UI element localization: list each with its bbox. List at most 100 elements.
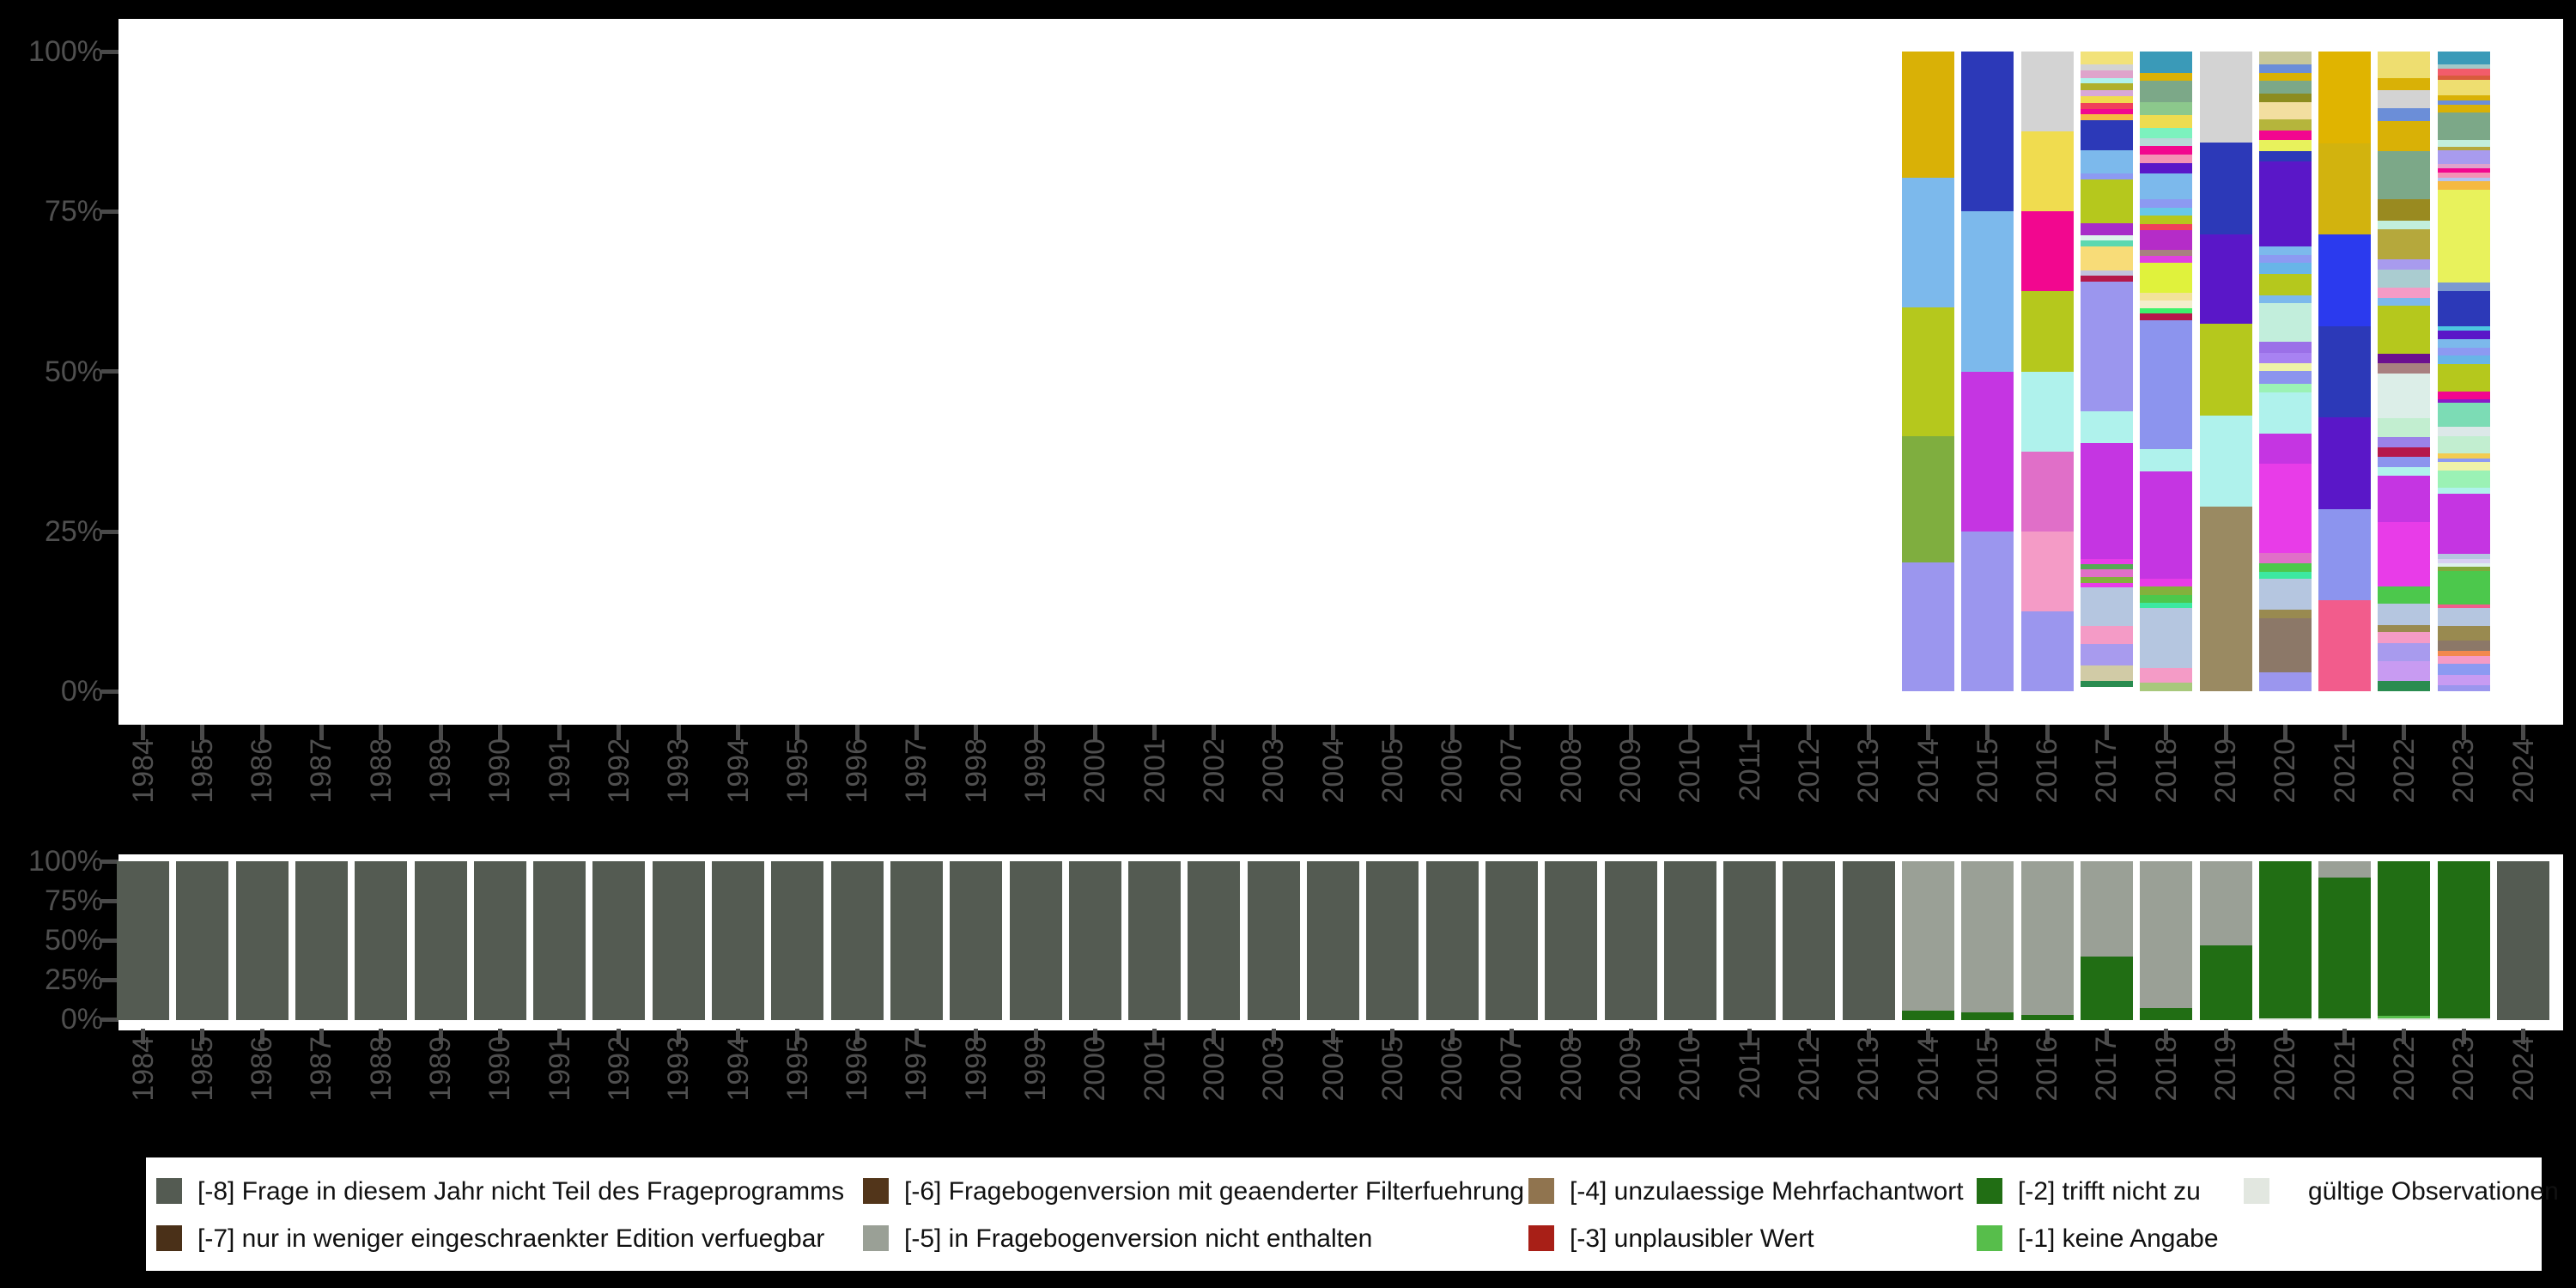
top-chart-x-tick-label: 2011 [1733, 738, 1766, 802]
top-chart-x-tick [2282, 725, 2287, 740]
top-chart-bar-segment [2258, 617, 2312, 673]
top-chart-x-tick-label: 2014 [1911, 738, 1945, 804]
top-chart-bar-segment [2258, 392, 2312, 434]
top-chart-bar-2016 [2020, 52, 2074, 691]
top-chart-x-tick-label: 2008 [1554, 738, 1588, 804]
bottom-chart-bar-segment [2378, 1018, 2431, 1020]
bottom-chart-bar-1990 [473, 861, 526, 1020]
top-chart-bar-segment [2437, 402, 2490, 428]
bottom-chart-x-tick [1747, 1029, 1753, 1044]
bottom-chart-x-tick [2223, 1029, 2228, 1044]
top-chart-bar-segment [2437, 339, 2490, 348]
bottom-chart-x-tick-label: 1986 [246, 1036, 279, 1102]
bottom-chart-x-tick [1807, 1029, 1812, 1044]
top-chart-x-tick-label: 2019 [2209, 738, 2242, 804]
top-chart-bar-segment [2437, 675, 2490, 685]
bottom-chart-bar-1984 [117, 861, 169, 1020]
bottom-chart-bar-segment [1604, 861, 1657, 1020]
bottom-chart-bar-segment [2437, 1018, 2490, 1020]
top-chart-bar-segment [2080, 276, 2133, 283]
top-chart-bar-segment [2318, 325, 2372, 418]
top-chart-bar-segment [2020, 531, 2074, 611]
bottom-chart-bar-1992 [592, 861, 646, 1020]
top-chart-x-tick-label: 2001 [1138, 738, 1171, 804]
bottom-chart-x-tick [1390, 1029, 1395, 1044]
bottom-chart-x-tick-label: 1993 [662, 1036, 696, 1102]
top-chart-bar-segment [2199, 234, 2252, 324]
top-chart-bar-segment [1902, 177, 1954, 307]
top-chart-x-tick-label: 2022 [2387, 738, 2421, 804]
top-chart-y-tick [101, 209, 118, 214]
top-chart-x-tick-label: 2007 [1495, 738, 1528, 804]
top-chart-bar-segment [2378, 437, 2431, 447]
top-chart-bar-segment [2140, 471, 2193, 579]
top-chart-bar-segment [1961, 211, 2014, 372]
top-chart-bar-segment [2258, 52, 2312, 64]
bottom-chart-x-tick [2282, 1029, 2287, 1044]
top-chart-bar-segment [2080, 587, 2133, 626]
top-chart-x-tick [1449, 725, 1455, 740]
top-chart-bar-segment [2080, 235, 2133, 241]
top-chart-x-tick-label: 1990 [483, 738, 517, 804]
bottom-chart-x-tick-label: 2014 [1911, 1036, 1945, 1102]
legend-swatch-m6 [863, 1178, 889, 1204]
bottom-chart-y-tick [101, 977, 118, 982]
top-chart-bar-segment [2378, 353, 2431, 364]
bottom-chart-bar-segment [1663, 861, 1716, 1020]
bottom-chart-bar-segment [2080, 861, 2133, 957]
bottom-chart-bar-segment [295, 861, 348, 1020]
top-chart-bar-segment [2258, 118, 2312, 131]
bottom-chart-bar-1987 [295, 861, 348, 1020]
bottom-chart-x-tick-label: 2022 [2387, 1036, 2421, 1102]
bottom-chart-bar-segment [2140, 1008, 2193, 1020]
top-chart-bar-segment [2080, 442, 2133, 560]
bottom-chart-bar-segment [1902, 1010, 1954, 1020]
bottom-chart-bar-segment [2318, 878, 2372, 1019]
bottom-chart-y-tick [101, 859, 118, 864]
bottom-chart-x-tick [1212, 1029, 1217, 1044]
top-chart-y-tick-label: 50% [44, 355, 103, 388]
bottom-chart-bar-2024 [2497, 861, 2549, 1020]
top-chart-bar-segment [2080, 270, 2133, 276]
top-chart-bar-segment [2437, 52, 2490, 64]
top-chart-bar-segment [2140, 162, 2193, 174]
bottom-chart-bar-2009 [1604, 861, 1657, 1020]
top-chart-x-tick [2104, 725, 2109, 740]
top-chart-y-tick-label: 75% [44, 195, 103, 228]
bottom-chart-x-tick [2521, 1029, 2525, 1044]
bottom-chart-bar-2004 [1307, 861, 1359, 1020]
top-chart-bar-segment [2080, 559, 2133, 565]
bottom-chart-bar-segment [2378, 1016, 2431, 1019]
top-chart-bar-segment [2140, 607, 2193, 668]
bottom-chart-x-tick-label: 2020 [2269, 1036, 2302, 1102]
top-chart-bar-segment [2378, 269, 2431, 288]
bottom-chart-bar-2020 [2258, 861, 2312, 1020]
top-chart-bar-segment [2437, 470, 2490, 488]
top-chart-bar-segment [2318, 600, 2372, 691]
top-chart-x-tick-label: 2017 [2090, 738, 2123, 804]
bottom-chart-bar-segment [2199, 945, 2252, 1020]
top-chart-bar-segment [2258, 563, 2312, 573]
top-chart-x-tick-label: 1995 [781, 738, 814, 804]
legend-label-m6: [-6] Fragebogenversion mit geaenderter F… [904, 1177, 1525, 1206]
top-chart-bar-segment [2080, 222, 2133, 236]
top-chart-bar-segment [2080, 96, 2133, 104]
bottom-chart-bar-2005 [1366, 861, 1419, 1020]
top-chart-x-tick [1092, 725, 1097, 740]
top-chart-bar-segment [2080, 77, 2133, 84]
top-chart-bar-segment [2199, 52, 2252, 143]
top-chart-x-tick-label: 2002 [1197, 738, 1230, 804]
bottom-chart-bar-segment [1188, 861, 1241, 1020]
bottom-chart-y-tick-label: 75% [44, 884, 103, 917]
top-chart-bar-segment [2080, 680, 2133, 687]
bottom-chart-bar-2011 [1723, 861, 1777, 1020]
top-chart-bar-segment [2437, 625, 2490, 641]
bottom-chart-bar-segment [235, 861, 289, 1020]
bottom-chart-y-tick-label: 50% [44, 924, 103, 957]
top-chart-bar-segment [2140, 81, 2193, 102]
bottom-chart-bar-1986 [235, 861, 289, 1020]
top-chart-x-tick [914, 725, 919, 740]
top-chart-bar-segment [1902, 307, 1954, 436]
